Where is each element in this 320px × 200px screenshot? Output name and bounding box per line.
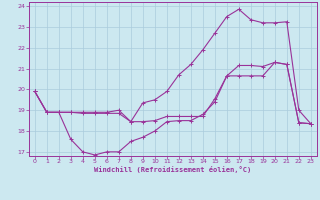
X-axis label: Windchill (Refroidissement éolien,°C): Windchill (Refroidissement éolien,°C) [94, 166, 252, 173]
